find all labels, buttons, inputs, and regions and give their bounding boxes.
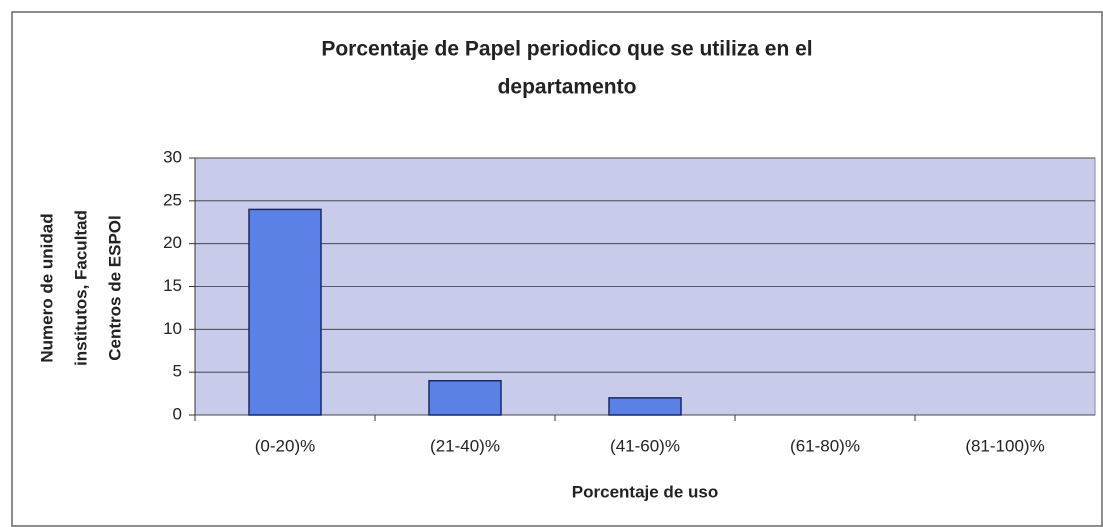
bar <box>248 208 322 416</box>
y-tick-label: 15 <box>163 276 182 295</box>
x-tick-label: (81-100)% <box>965 436 1044 455</box>
x-tick-label: (41-60)% <box>610 436 680 455</box>
y-tick-label: 0 <box>173 404 182 423</box>
x-axis-title: Porcentaje de uso <box>572 482 718 501</box>
bar <box>428 379 502 416</box>
chart-title: Porcentaje de Papel periodico que se uti… <box>321 38 812 61</box>
y-axis-title: Numero de unidad institutos, Facultad Ce… <box>37 210 124 366</box>
x-tick-label: (61-80)% <box>790 436 860 455</box>
y-tick-label: 25 <box>163 190 182 209</box>
y-tick-label: 10 <box>163 319 182 338</box>
x-tick-label: (21-40)% <box>430 436 500 455</box>
y-tick-label: 5 <box>173 362 182 381</box>
y-tick-label: 30 <box>163 147 182 166</box>
chart-title: departamento <box>498 76 637 99</box>
y-axis-title-line: institutos, Facultad <box>71 210 90 366</box>
y-axis-title-line: Centros de ESPOl <box>105 215 124 360</box>
y-tick-label: 20 <box>163 233 182 252</box>
x-tick-label: (0-20)% <box>255 436 315 455</box>
y-axis-title-line: Numero de unidad <box>37 213 56 362</box>
bar <box>608 397 682 416</box>
